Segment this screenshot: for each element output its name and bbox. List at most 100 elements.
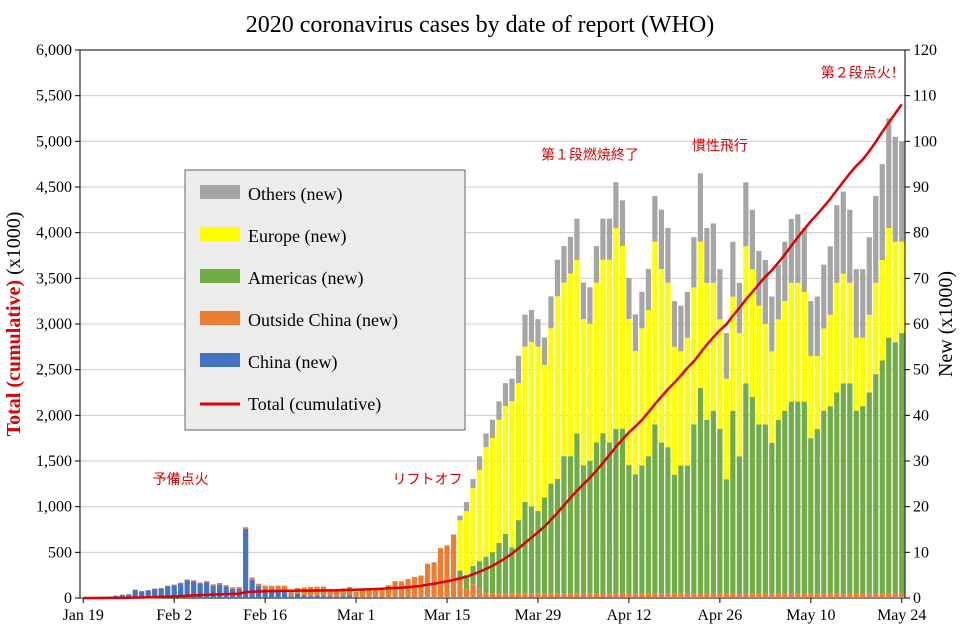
y2-axis-label: New (x1000) <box>935 271 957 377</box>
bar-europe <box>834 283 839 393</box>
bar-europe <box>769 351 774 442</box>
svg-text:2,500: 2,500 <box>36 362 72 379</box>
bar-outside <box>600 593 605 598</box>
bar-europe <box>776 319 781 419</box>
bar-europe <box>607 260 612 443</box>
bar-others <box>665 228 670 283</box>
bar-americas <box>620 429 625 593</box>
bar-americas <box>802 402 807 594</box>
bar-europe <box>464 511 469 575</box>
bar-outside <box>763 593 768 598</box>
bar-americas <box>737 456 742 593</box>
bar-outside <box>821 593 826 598</box>
bar-europe <box>509 401 514 547</box>
bar-americas <box>665 447 670 593</box>
bar-others <box>795 214 800 283</box>
bar-americas <box>600 433 605 593</box>
bar-others <box>756 251 761 306</box>
bar-americas <box>756 424 761 593</box>
bar-outside <box>425 564 430 598</box>
bar-outside <box>652 593 657 598</box>
bar-china <box>308 596 313 598</box>
bar-americas <box>782 411 787 594</box>
bar-others <box>574 219 579 260</box>
bar-americas <box>880 360 885 593</box>
bar-outside <box>672 593 677 598</box>
bar-outside <box>282 586 287 590</box>
bar-americas <box>828 406 833 593</box>
bar-others <box>860 269 865 338</box>
bar-others <box>802 228 807 292</box>
bar-europe <box>535 347 540 511</box>
bar-americas <box>607 442 612 593</box>
bar-europe <box>685 338 690 466</box>
bar-europe <box>841 274 846 384</box>
bar-americas <box>873 374 878 593</box>
bar-americas <box>477 561 482 588</box>
bar-europe <box>873 283 878 374</box>
bar-outside <box>665 593 670 598</box>
bar-outside <box>776 593 781 598</box>
bar-outside <box>477 589 482 598</box>
bar-outside <box>743 593 748 598</box>
bar-others <box>626 278 631 319</box>
bar-europe <box>880 260 885 360</box>
bar-others <box>548 296 553 328</box>
bar-americas <box>522 502 527 593</box>
bar-americas <box>704 420 709 594</box>
bar-outside <box>808 593 813 598</box>
bar-americas <box>730 411 735 594</box>
bar-americas <box>691 424 696 593</box>
bar-outside <box>217 583 222 584</box>
bar-others <box>808 301 813 356</box>
bar-outside <box>880 593 885 598</box>
bar-others <box>711 223 716 282</box>
bar-china <box>289 596 294 598</box>
bar-others <box>763 260 768 324</box>
bar-outside <box>581 593 586 598</box>
bar-americas <box>678 466 683 594</box>
bar-outside <box>756 593 761 598</box>
bar-americas <box>821 411 826 594</box>
bar-americas <box>711 411 716 594</box>
bar-others <box>496 401 501 419</box>
bar-europe <box>815 356 820 429</box>
svg-text:Mar 29: Mar 29 <box>515 607 562 624</box>
bar-americas <box>561 456 566 593</box>
bar-outside <box>256 584 261 586</box>
bar-china <box>347 595 352 598</box>
bar-europe <box>457 520 462 570</box>
bar-americas <box>496 543 501 593</box>
bar-outside <box>730 593 735 598</box>
bar-others <box>529 310 534 342</box>
legend-swatch <box>200 311 240 325</box>
bar-outside <box>607 593 612 598</box>
bar-others <box>639 292 644 329</box>
bar-americas <box>854 411 859 594</box>
bar-americas <box>516 520 521 593</box>
bar-europe <box>743 246 748 383</box>
svg-text:3,500: 3,500 <box>36 270 72 287</box>
bar-outside <box>496 593 501 598</box>
svg-text:40: 40 <box>913 407 929 424</box>
bar-outside <box>860 593 865 598</box>
bar-outside <box>795 593 800 598</box>
bar-others <box>555 260 560 297</box>
svg-text:Feb 16: Feb 16 <box>243 607 287 624</box>
bar-others <box>594 246 599 283</box>
bar-europe <box>763 324 768 424</box>
bar-others <box>600 219 605 260</box>
bar-outside <box>529 593 534 598</box>
bar-europe <box>626 319 631 465</box>
bar-europe <box>496 420 501 543</box>
bar-outside <box>594 593 599 598</box>
bar-outside <box>639 593 644 598</box>
legend-label: Americas (new) <box>248 268 363 289</box>
bar-outside <box>516 593 521 598</box>
bar-others <box>535 319 540 346</box>
bar-china <box>243 529 248 598</box>
bar-china <box>250 580 255 598</box>
svg-text:80: 80 <box>913 225 929 242</box>
bar-others <box>542 337 547 364</box>
bar-outside <box>659 593 664 598</box>
